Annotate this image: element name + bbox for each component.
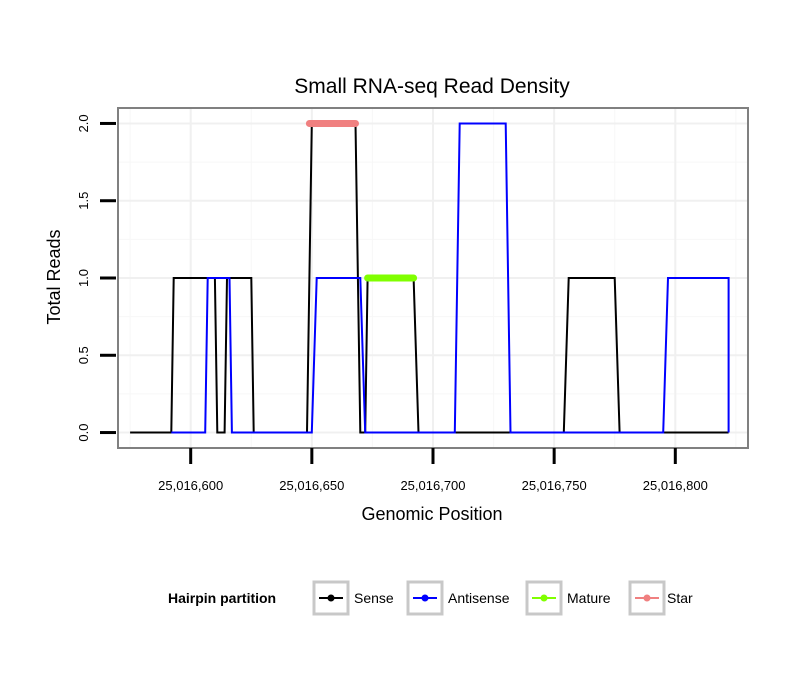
x-axis: 25,016,600 25,016,650 25,016,700 25,016,750…	[158, 448, 708, 493]
legend-label: Antisense	[448, 590, 510, 606]
legend-item-mature: Mature	[525, 580, 611, 616]
x-tick-label: 25,016,700	[400, 478, 465, 493]
legend: Hairpin partition Sense Antisense Mature St…	[168, 580, 693, 616]
y-tick-label: 0.5	[76, 346, 91, 364]
legend-key-point	[327, 594, 335, 602]
legend-item-antisense: Antisense	[406, 580, 510, 616]
y-axis: 0.0 0.5 1.0 1.5 2.0	[76, 114, 116, 442]
x-tick-label: 25,016,800	[643, 478, 708, 493]
series-group	[130, 120, 730, 434]
legend-label: Sense	[354, 590, 394, 606]
y-tick-label: 2.0	[76, 114, 91, 132]
y-tick-label: 0.0	[76, 424, 91, 442]
legend-item-star: Star	[628, 580, 693, 616]
legend-key-point	[421, 594, 429, 602]
legend-label: Mature	[567, 590, 611, 606]
legend-item-sense: Sense	[312, 580, 394, 616]
legend-label: Star	[667, 590, 693, 606]
series-line-antisense	[171, 122, 730, 434]
x-axis-label: Genomic Position	[361, 504, 502, 524]
y-tick-label: 1.5	[76, 192, 91, 210]
y-axis-label: Total Reads	[44, 229, 64, 324]
x-tick-label: 25,016,750	[522, 478, 587, 493]
legend-title: Hairpin partition	[168, 590, 276, 606]
x-tick-label: 25,016,650	[279, 478, 344, 493]
x-tick-label: 25,016,600	[158, 478, 223, 493]
legend-key-point	[540, 594, 548, 602]
y-tick-label: 1.0	[76, 269, 91, 287]
legend-key-point	[643, 594, 651, 602]
chart-title: Small RNA-seq Read Density	[294, 75, 570, 98]
